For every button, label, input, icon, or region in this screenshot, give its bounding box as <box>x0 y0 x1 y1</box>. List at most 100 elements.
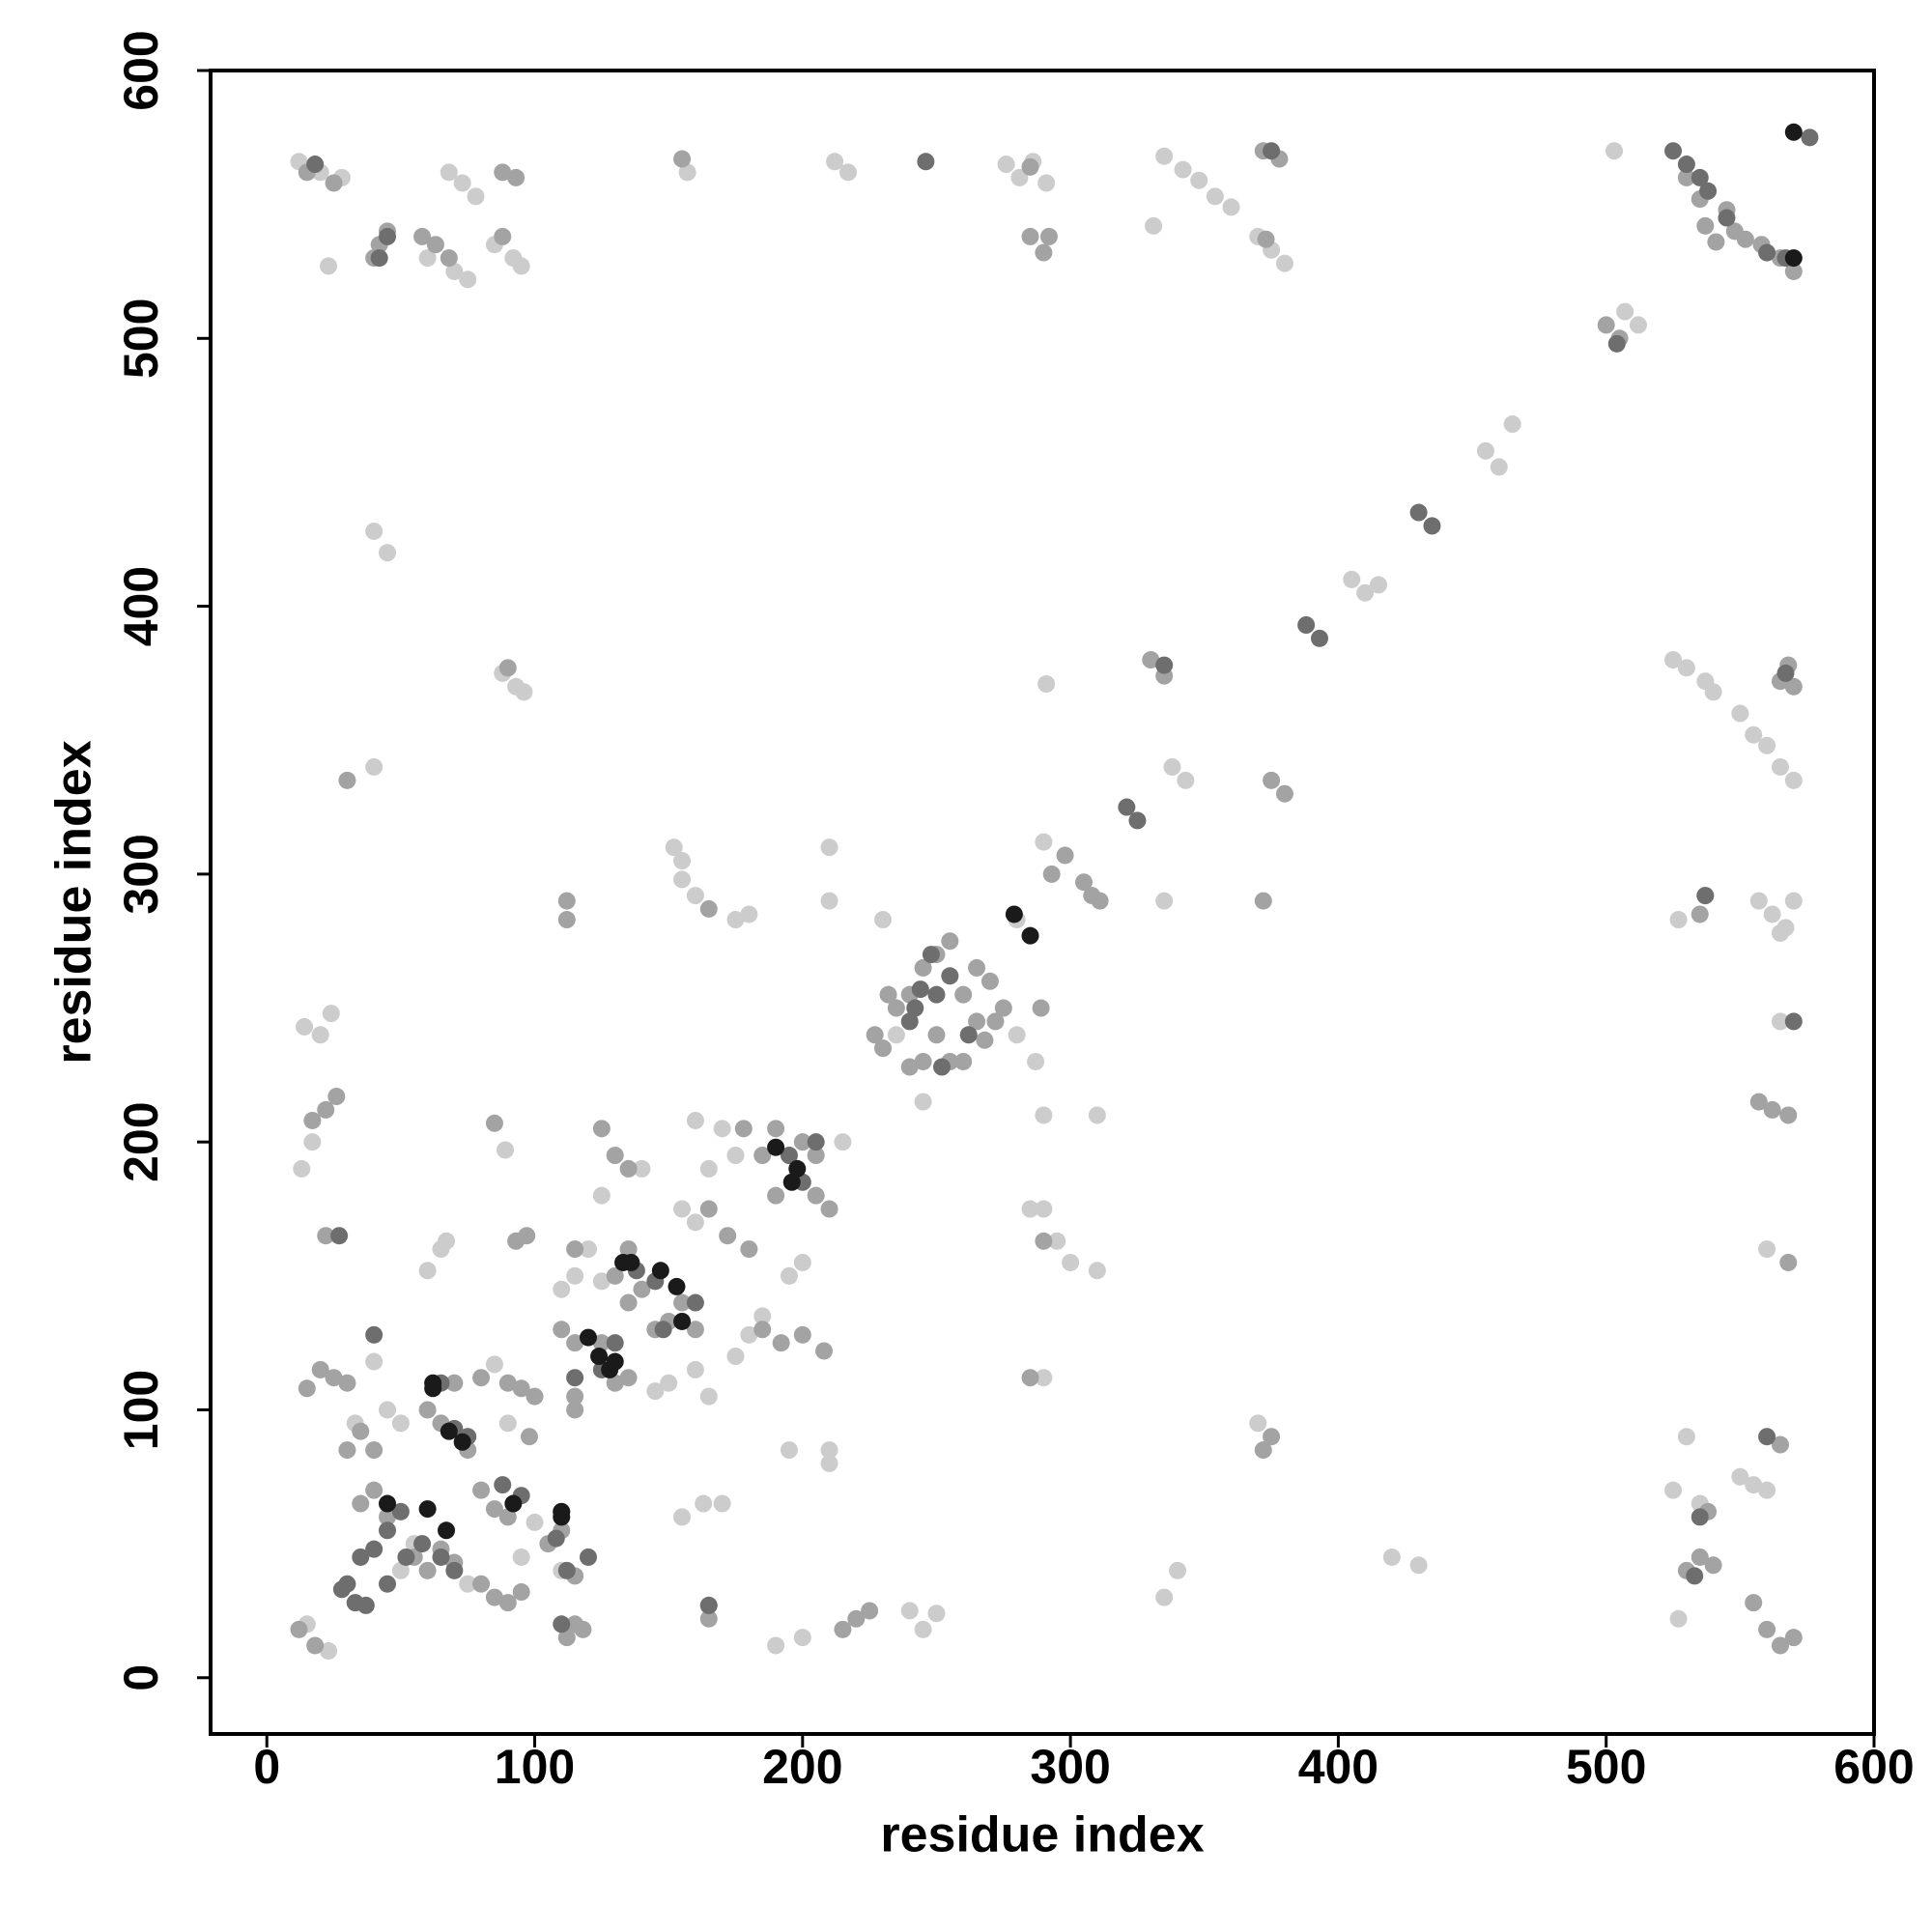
point <box>820 838 838 857</box>
point <box>654 1321 672 1339</box>
point <box>557 911 576 929</box>
point <box>651 1262 669 1280</box>
point <box>1699 182 1718 200</box>
point <box>311 1360 329 1378</box>
point <box>520 1428 538 1446</box>
point <box>606 1352 624 1371</box>
point <box>566 1369 584 1387</box>
point <box>976 1031 994 1049</box>
point <box>1035 243 1053 262</box>
x-tick-label: 600 <box>1833 1740 1914 1794</box>
point <box>1503 415 1521 434</box>
point <box>686 1293 704 1312</box>
point <box>338 1575 356 1593</box>
point <box>686 1111 704 1129</box>
point <box>579 1548 597 1566</box>
point <box>606 1374 624 1392</box>
point <box>325 174 343 192</box>
point <box>673 1293 692 1312</box>
point <box>592 1120 611 1138</box>
point <box>1731 1467 1749 1486</box>
point <box>293 1159 311 1178</box>
point <box>1356 583 1375 602</box>
point <box>592 1186 611 1205</box>
point <box>986 1012 1005 1031</box>
point <box>320 257 338 275</box>
y-tick-label: 0 <box>114 1664 168 1691</box>
point <box>485 1500 503 1519</box>
point <box>445 1561 464 1579</box>
point <box>1784 262 1803 280</box>
point <box>467 187 485 206</box>
point <box>592 1334 611 1352</box>
point <box>418 1500 437 1519</box>
point <box>566 1240 584 1259</box>
point <box>498 1594 517 1612</box>
point <box>1297 616 1316 634</box>
point <box>887 1026 905 1044</box>
plot-frame <box>209 69 1876 1736</box>
point <box>1008 1026 1026 1044</box>
point <box>459 270 477 289</box>
point <box>1083 887 1101 905</box>
point <box>699 1609 718 1628</box>
point <box>619 1369 638 1387</box>
y-tick-label: 400 <box>114 566 168 646</box>
point <box>438 1521 456 1540</box>
point <box>1035 1369 1053 1387</box>
point <box>485 1114 503 1132</box>
point <box>772 1334 790 1352</box>
point <box>553 1321 571 1339</box>
point <box>557 1629 576 1647</box>
point <box>424 1379 442 1398</box>
point <box>753 1321 772 1339</box>
point <box>1142 651 1160 669</box>
point <box>379 1508 397 1526</box>
point <box>1263 142 1281 160</box>
point <box>330 1227 349 1245</box>
point <box>838 163 857 182</box>
point <box>497 1141 515 1159</box>
point <box>1263 1428 1281 1446</box>
point <box>927 985 946 1004</box>
point <box>900 1058 919 1076</box>
point <box>1677 156 1695 174</box>
point <box>303 1111 322 1129</box>
point <box>686 1213 704 1232</box>
point <box>322 1005 340 1023</box>
point <box>767 1186 785 1205</box>
point <box>459 1575 477 1593</box>
point <box>1005 905 1023 923</box>
point <box>699 1200 718 1218</box>
point <box>1758 1428 1776 1446</box>
point <box>1736 230 1754 248</box>
y-tick-label: 100 <box>114 1370 168 1450</box>
point <box>553 1502 571 1520</box>
point <box>418 1262 437 1280</box>
point <box>1039 227 1058 245</box>
point <box>1088 1106 1106 1124</box>
point <box>668 1277 686 1295</box>
point <box>713 1120 731 1138</box>
point <box>1749 1093 1768 1111</box>
point <box>1062 1253 1080 1271</box>
point <box>338 1441 356 1460</box>
point <box>633 1280 651 1298</box>
point <box>579 1328 597 1347</box>
point <box>453 174 471 192</box>
point <box>515 683 533 701</box>
point <box>1035 1200 1053 1218</box>
point <box>1690 168 1709 186</box>
point <box>498 659 517 677</box>
point <box>579 1240 597 1259</box>
point <box>1758 1481 1776 1499</box>
point <box>1174 160 1192 179</box>
point <box>1476 441 1494 460</box>
point <box>352 1422 370 1440</box>
point <box>547 1529 565 1548</box>
point <box>1607 334 1626 353</box>
point <box>834 1133 852 1151</box>
point <box>646 1382 665 1401</box>
y-tick-label: 600 <box>114 30 168 110</box>
